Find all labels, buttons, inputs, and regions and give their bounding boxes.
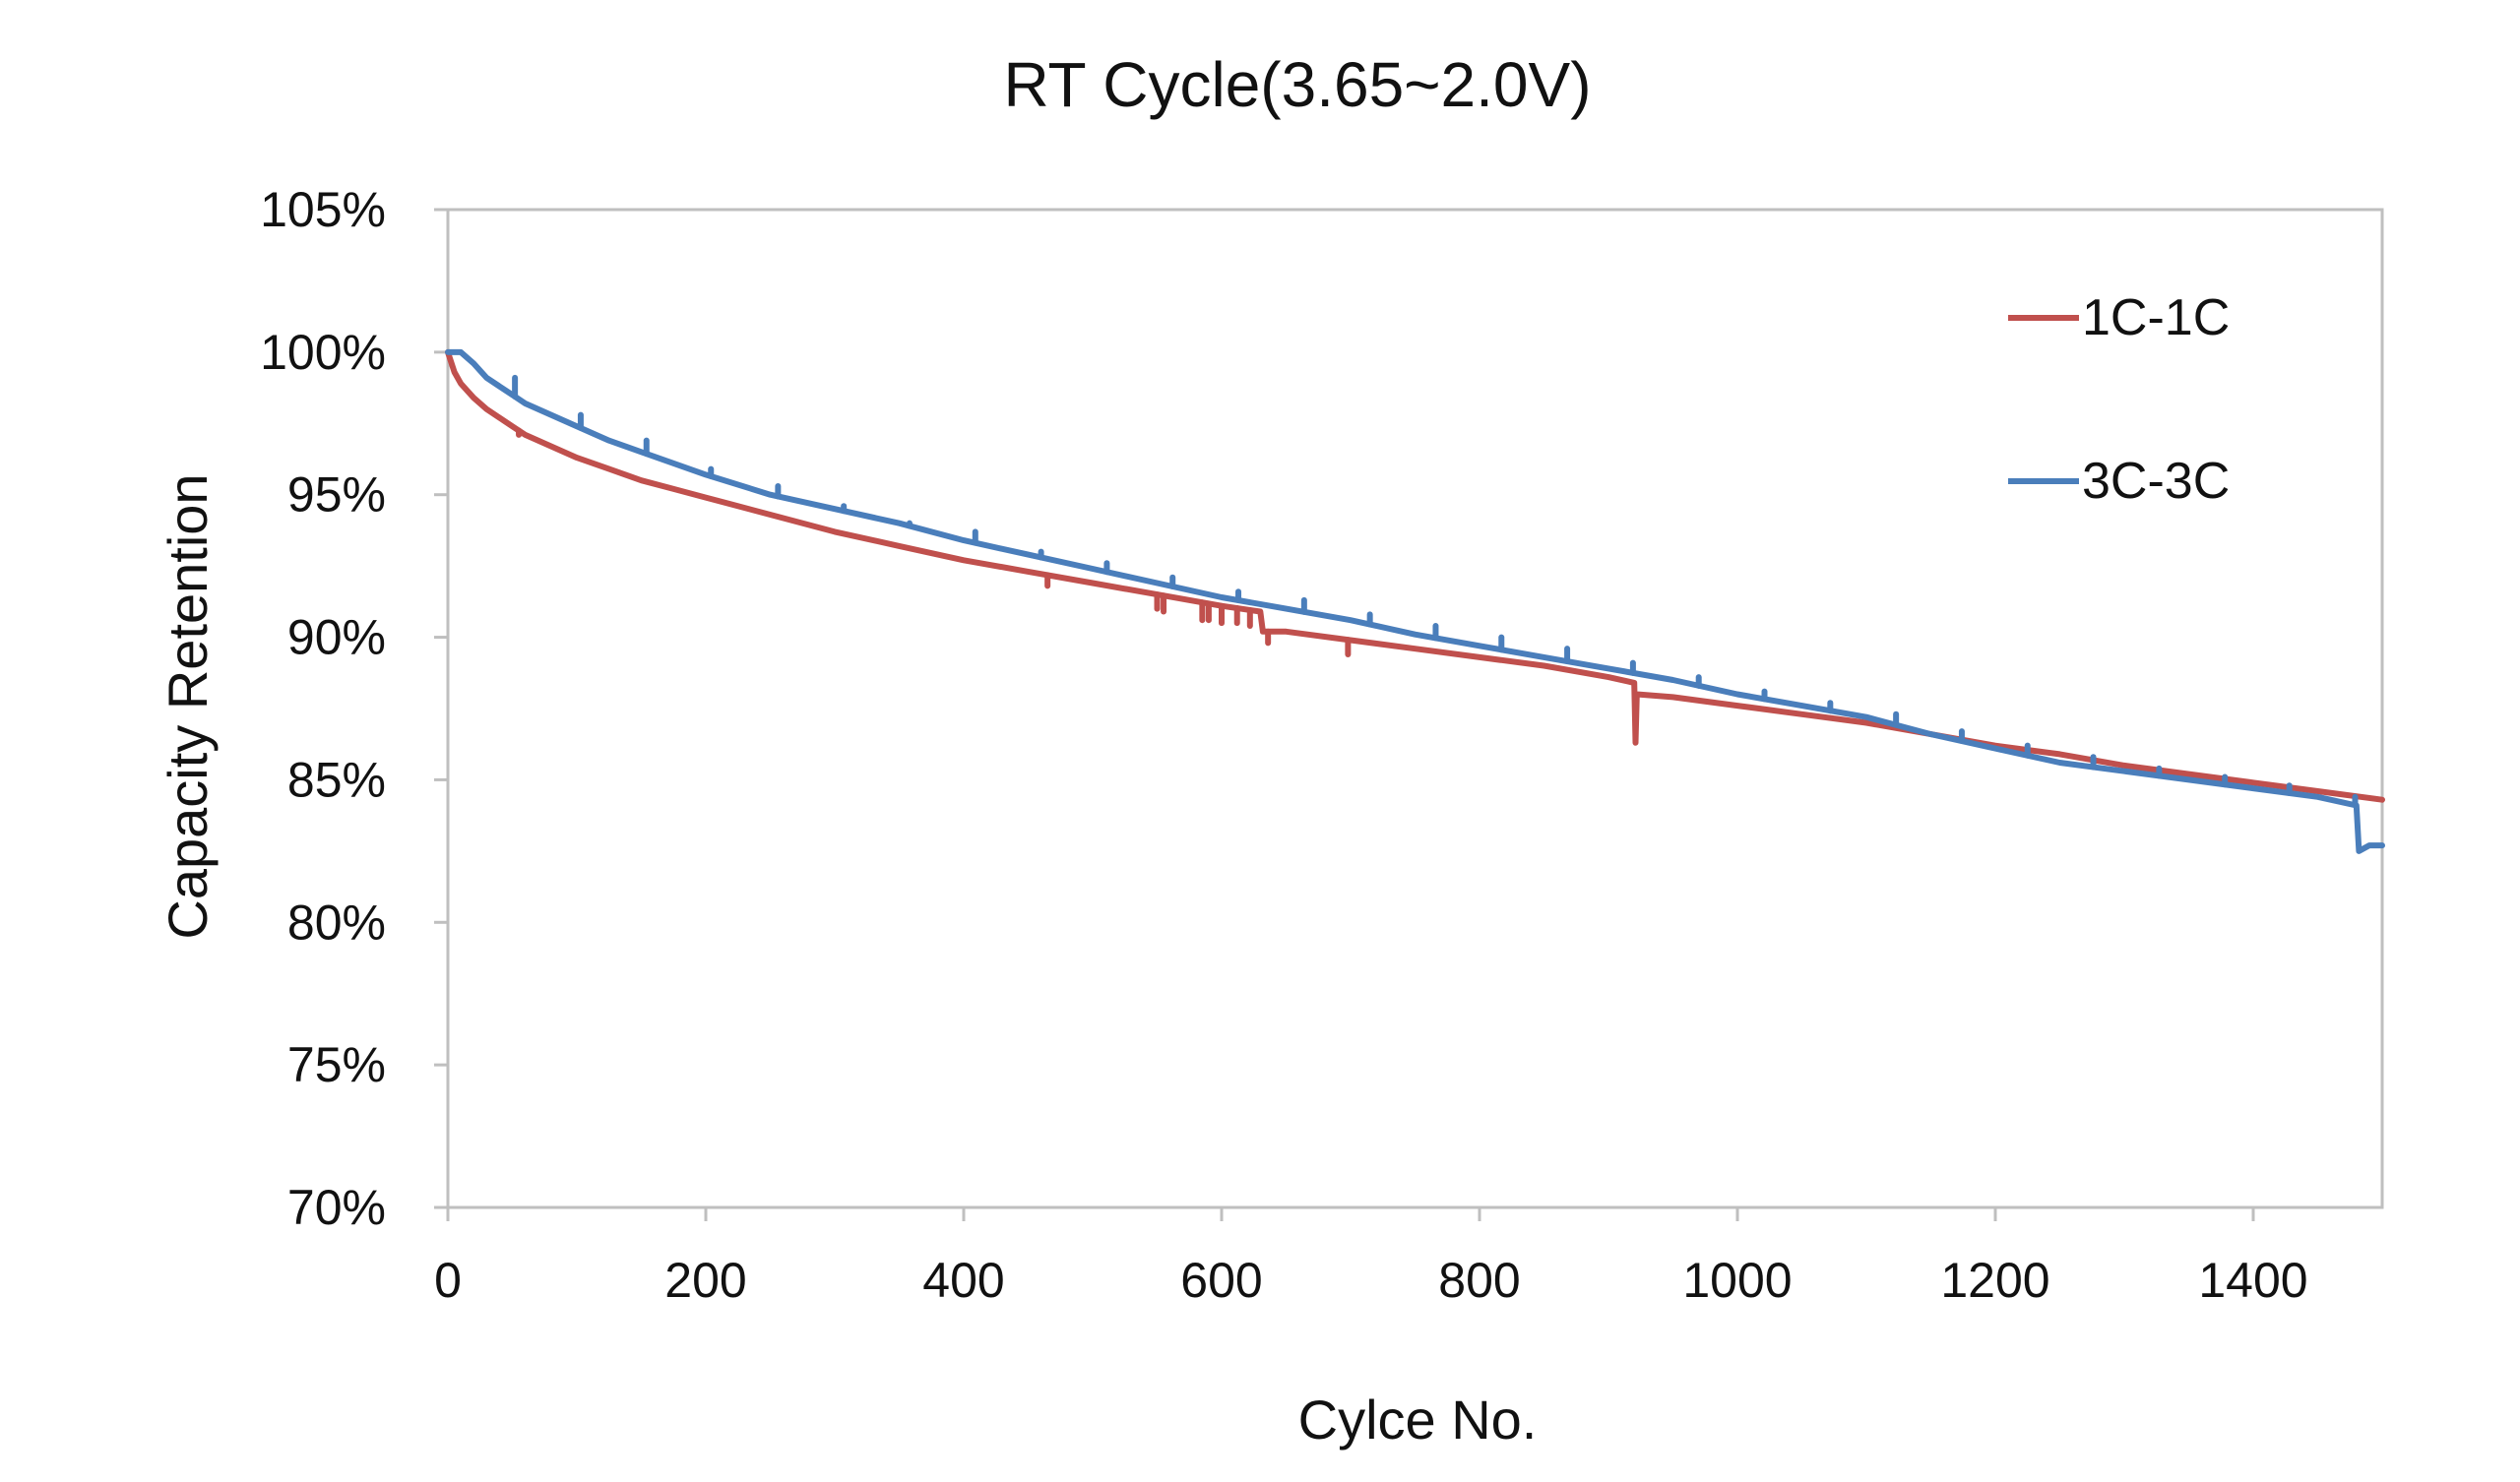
x-tick-label: 600 bbox=[1180, 1253, 1262, 1308]
y-tick-label: 75% bbox=[287, 1037, 386, 1092]
chart-title: RT Cycle(3.65~2.0V) bbox=[1003, 49, 1591, 120]
y-tick-label: 90% bbox=[287, 610, 386, 665]
x-tick-label: 0 bbox=[434, 1253, 462, 1308]
series-line-1c-1c bbox=[445, 348, 2385, 803]
legend-label-1c-1c: 1C-1C bbox=[2082, 289, 2230, 346]
y-tick-label: 95% bbox=[287, 467, 386, 523]
series-line-3c-3c bbox=[445, 348, 2385, 854]
plot-layer: 70% 75% 80% 85% 90% 95% 100% 105% 0 200 400 600 800 1… bbox=[260, 182, 2385, 1308]
x-tick-label: 1000 bbox=[1682, 1253, 1792, 1308]
y-tick-label: 80% bbox=[287, 895, 386, 950]
plot-area-border bbox=[446, 208, 2384, 1209]
y-tick-label: 85% bbox=[287, 752, 386, 807]
x-tick-label: 400 bbox=[922, 1253, 1004, 1308]
y-tick-label: 100% bbox=[260, 325, 386, 380]
x-tick-label: 1400 bbox=[2198, 1253, 2307, 1308]
y-axis-title: Capacity Retention bbox=[157, 473, 219, 939]
legend: 1C-1C 3C-3C bbox=[2008, 289, 2230, 510]
x-axis-title: Cylce No. bbox=[1298, 1389, 1538, 1451]
y-tick-label: 105% bbox=[260, 182, 386, 237]
x-tick-label: 1200 bbox=[1940, 1253, 2049, 1308]
y-tick-label: 70% bbox=[287, 1180, 386, 1235]
x-tick-label: 800 bbox=[1438, 1253, 1520, 1308]
legend-label-3c-3c: 3C-3C bbox=[2082, 453, 2230, 510]
x-tick-label: 200 bbox=[664, 1253, 746, 1308]
